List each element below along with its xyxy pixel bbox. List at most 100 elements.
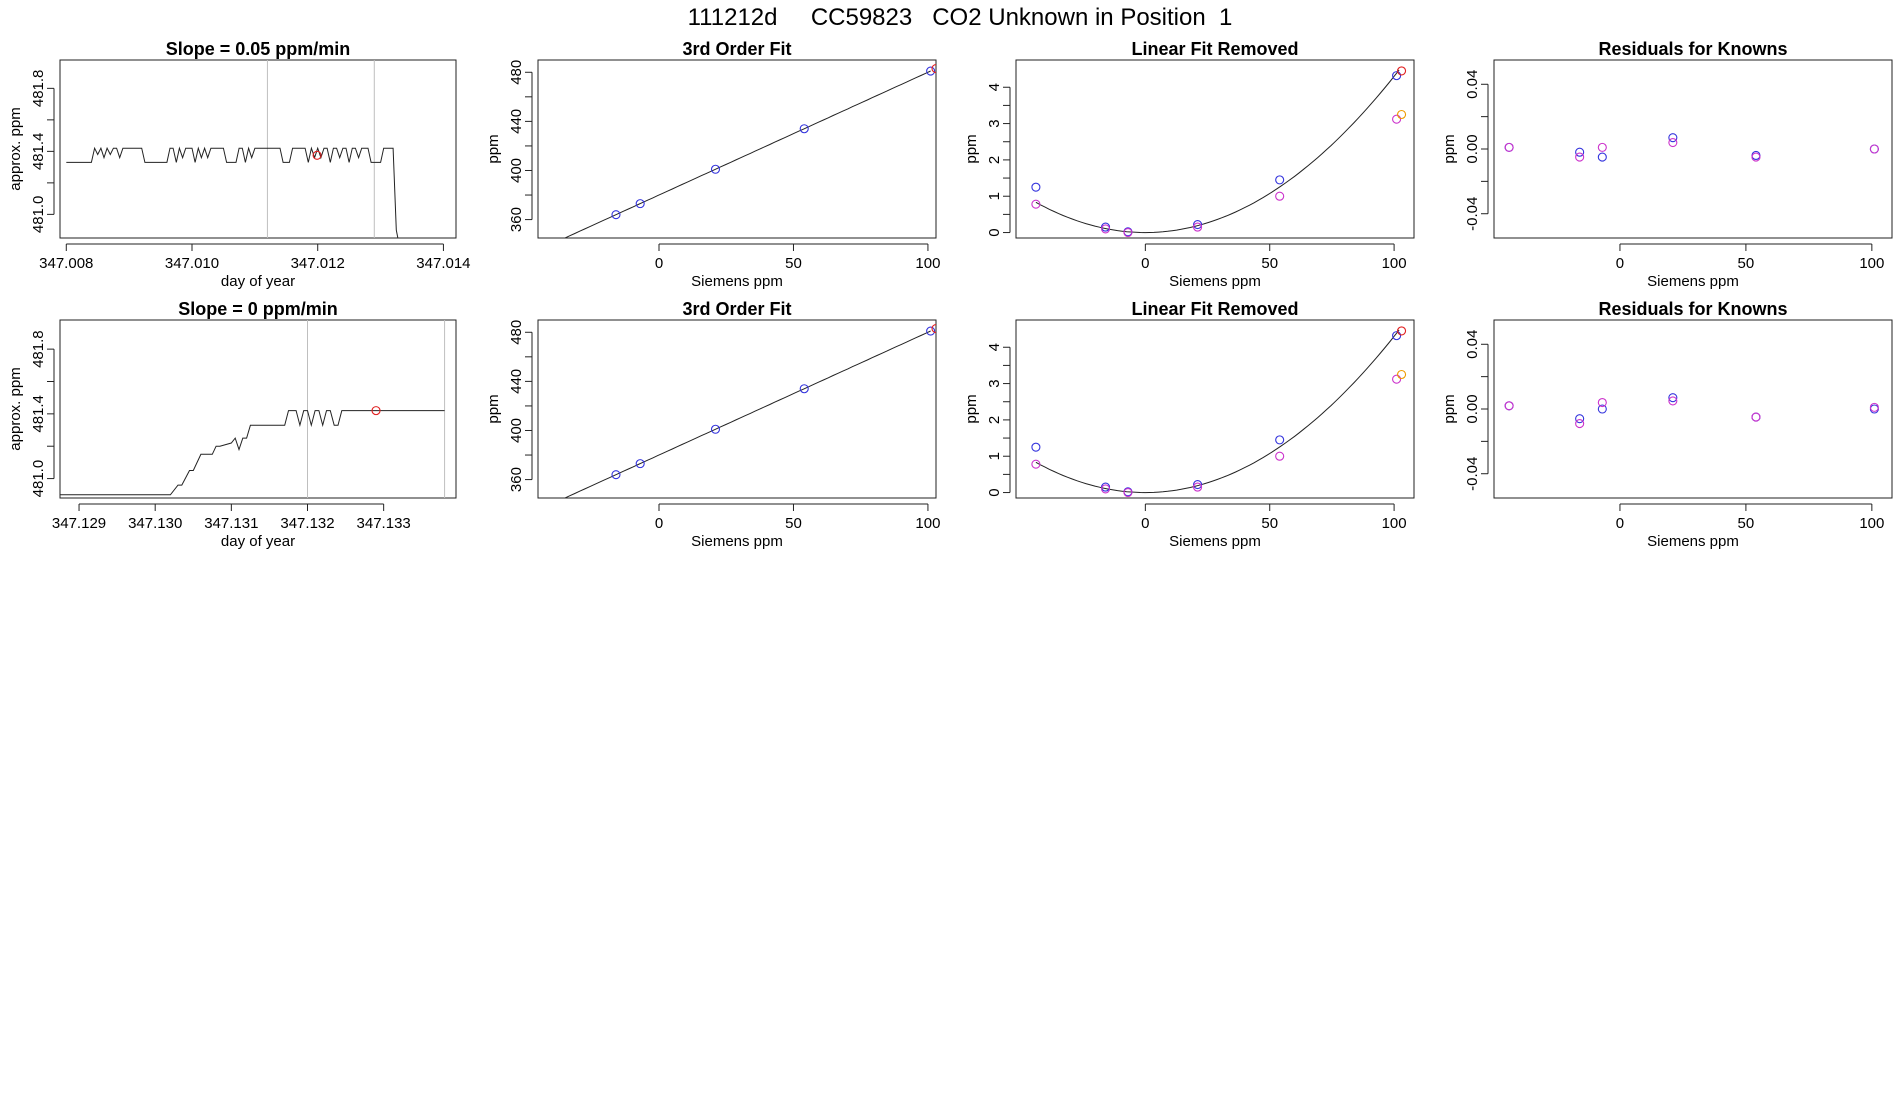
x-tick-label: 50 [785,515,802,532]
trace-line [66,146,399,238]
panel-r1c1: Slope = 0.05 ppm/min 347.008 347.010 347.01… [7,39,471,290]
plot-frame [537,319,937,499]
y-tick-label: 440 [508,369,525,394]
current-point [371,406,381,416]
fit-curve [563,70,931,238]
plot-area [537,324,936,513]
panel-title: Slope = 0 ppm/min [178,299,338,319]
data-point [1397,369,1407,380]
data-point [1101,222,1111,232]
y-tick-label: 0.04 [1464,330,1481,359]
x-tick-label: 347.008 [39,255,93,272]
fit-curve [1035,69,1400,234]
x-tick-label: 347.129 [52,515,106,532]
x-axis-label: day of year [221,533,295,550]
panel-title: Linear Fit Removed [1131,299,1298,319]
x-tick-label: 0 [1616,515,1624,532]
x-tick-label: 347.010 [165,255,219,272]
data-point [1597,397,1607,408]
y-axis-label: approx. ppm [7,107,24,190]
plot-frame [59,319,457,499]
x-axis-label: Siemens ppm [1647,273,1739,290]
y-tick-label: 0 [986,228,1003,236]
data-point [1031,459,1041,469]
data-point [931,324,936,334]
data-point [611,210,621,220]
data-point [1597,142,1607,152]
x-tick-label: 0 [1616,255,1624,272]
y-tick-label: 1 [986,192,1003,200]
data-point [1575,147,1585,157]
y-tick-label: 481.8 [30,70,47,108]
data-point [1193,482,1203,492]
x-tick-label: 50 [785,255,802,272]
plot-frame [1015,59,1415,239]
y-tick-label: 0 [986,488,1003,496]
data-point [1123,488,1133,498]
x-tick-label: 347.014 [416,255,470,272]
data-point [799,124,809,134]
data-point [1397,109,1407,120]
trace-line [60,410,445,496]
x-tick-label: 50 [1738,255,1755,272]
y-tick-label: 3 [986,379,1003,387]
y-tick-label: 2 [986,156,1003,164]
y-axis-label: ppm [485,394,502,423]
x-tick-label: 0 [1141,255,1149,272]
data-point [1575,414,1585,424]
y-tick-label: 481.4 [30,395,47,433]
data-point [1392,331,1402,341]
y-axis-label: ppm [963,134,980,163]
data-point [537,505,545,513]
data-point [926,66,936,76]
plot-area [1031,66,1407,238]
y-axis-label: ppm [485,134,502,163]
y-axis-label: approx. ppm [7,367,24,450]
y-tick-label: -0.04 [1464,457,1481,491]
y-axis-label: ppm [1441,134,1458,163]
data-point [1275,175,1285,185]
panel-r2c2: 3rd Order Fit 0 50 100 Siemens ppm 360 400 440 4… [485,299,940,550]
data-point [1392,71,1402,81]
data-point [1193,220,1203,230]
data-point [1397,326,1407,336]
data-point [1123,228,1133,238]
data-point [1031,442,1041,452]
panel-r1c4: Residuals for Knowns 0 50 100 Siemens ppm -0.… [1441,39,1893,290]
data-point [1031,199,1041,209]
y-tick-label: 0.04 [1464,70,1481,99]
data-point [1101,482,1111,492]
y-tick-label: 480 [508,320,525,345]
data-point [1869,144,1879,154]
x-axis-label: Siemens ppm [691,533,783,550]
y-axis-label: ppm [1441,394,1458,423]
x-tick-label: 100 [1859,255,1884,272]
x-tick-label: 100 [1382,515,1407,532]
y-tick-label: 4 [986,343,1003,351]
y-tick-label: 481.0 [30,196,47,234]
fit-curve [1035,329,1400,494]
panel-r2c1: Slope = 0 ppm/min 347.129 347.130 347.131 34… [7,299,457,550]
y-tick-label: 440 [508,109,525,134]
data-point [1668,396,1678,406]
data-point [1668,393,1678,403]
y-tick-label: 400 [508,418,525,443]
data-point [537,245,545,253]
data-point [710,164,721,174]
data-point [799,384,809,394]
x-tick-label: 347.133 [357,515,411,532]
x-tick-label: 347.130 [128,515,182,532]
data-point [635,459,645,469]
plot-area [1504,133,1879,162]
panel-title: Linear Fit Removed [1131,39,1298,59]
y-tick-label: 0.00 [1464,134,1481,163]
data-point [926,326,936,336]
data-point [1597,404,1607,414]
panel-title: 3rd Order Fit [682,39,791,59]
y-tick-label: 1 [986,452,1003,460]
data-point [1869,402,1879,412]
data-point [1504,401,1514,411]
data-point [710,424,721,434]
figure-title: 111212d CC59823 CO2 Unknown in Position … [688,4,1233,31]
